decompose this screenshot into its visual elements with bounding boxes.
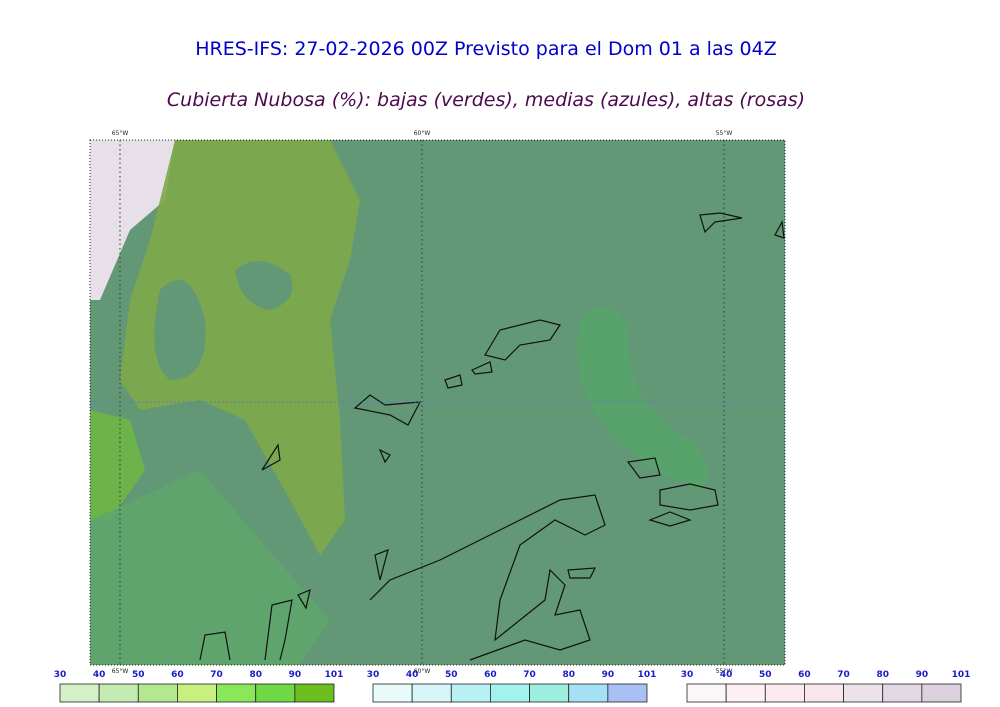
colorbar-box — [98, 683, 139, 703]
colorbar-box — [294, 683, 335, 703]
graticule — [119, 140, 725, 665]
lon-label: 60°W — [414, 668, 431, 675]
colorbar-tick: 101 — [325, 670, 344, 680]
low-cloud — [577, 307, 708, 490]
colorbar-tick: 90 — [916, 670, 929, 680]
colorbar-tick: 60 — [484, 670, 497, 680]
lon-label: 65°W — [112, 130, 129, 137]
clear-area — [90, 140, 175, 300]
colorbar-box — [686, 683, 727, 703]
colorbar-tick: 40 — [720, 670, 733, 680]
colorbar-box — [725, 683, 766, 703]
colorbar-box — [177, 683, 217, 703]
colorbar-tick: 50 — [132, 670, 145, 680]
colorbar-tick: 70 — [837, 670, 850, 680]
colorbar-box — [607, 683, 648, 703]
colorbar-box — [804, 683, 844, 703]
colorbar-box — [372, 683, 413, 703]
colorbar-box — [59, 683, 100, 703]
colorbar-tick: 60 — [171, 670, 184, 680]
colorbar-box — [843, 683, 884, 703]
colorbar-box — [529, 683, 570, 703]
colorbar-box — [216, 683, 257, 703]
colorbar-box — [882, 683, 923, 703]
longitude-labels: 65°W 65°W 60°W 60°W 55°W 55°W — [112, 130, 733, 675]
colorbar-box — [450, 683, 491, 703]
colorbar-tick: 70 — [523, 670, 536, 680]
colorbar-tick: 70 — [210, 670, 223, 680]
colorbar-tick: 101 — [952, 670, 971, 680]
colorbar-box — [411, 683, 452, 703]
colorbar-box — [764, 683, 805, 703]
low-cloud — [120, 140, 360, 555]
colorbar-tick: 30 — [54, 670, 67, 680]
map-frame — [89, 139, 786, 666]
lon-label: 60°W — [414, 130, 431, 137]
colorbars: 30 40 50 60 70 80 90 101 30 40 50 60 70 80 90 101 30 40 50… — [54, 670, 971, 703]
colorbar-tick: 50 — [445, 670, 458, 680]
colorbar-tick: 90 — [602, 670, 615, 680]
colorbar-tick: 50 — [759, 670, 772, 680]
colorbar-tick: 80 — [876, 670, 889, 680]
colorbar-tick: 40 — [93, 670, 106, 680]
title: HRES-IFS: 27-02-2026 00Z Previsto para e… — [195, 38, 777, 60]
lon-label: 55°W — [716, 668, 733, 675]
coastlines — [199, 212, 785, 661]
colorbar-tick: 101 — [638, 670, 657, 680]
map — [89, 139, 786, 666]
colorbar-tick: 90 — [289, 670, 302, 680]
low-cloud — [90, 410, 145, 520]
colorbar-tick: 40 — [406, 670, 419, 680]
colorbar-box — [255, 683, 296, 703]
colorbar-tick: 30 — [681, 670, 694, 680]
colorbar-box — [921, 683, 962, 703]
lon-label: 55°W — [716, 130, 733, 137]
colorbar-tick: 30 — [367, 670, 380, 680]
clear-patch — [154, 280, 206, 380]
colorbar-box — [568, 683, 609, 703]
lon-label: 65°W — [112, 668, 129, 675]
colorbar-box — [137, 683, 178, 703]
colorbar-box — [490, 683, 530, 703]
clear-patch — [235, 261, 293, 310]
colorbar-tick: 80 — [249, 670, 262, 680]
colorbar-tick: 60 — [798, 670, 811, 680]
colorbar-tick: 80 — [562, 670, 575, 680]
subtitle: Cubierta Nubosa (%): bajas (verdes), med… — [167, 89, 805, 111]
